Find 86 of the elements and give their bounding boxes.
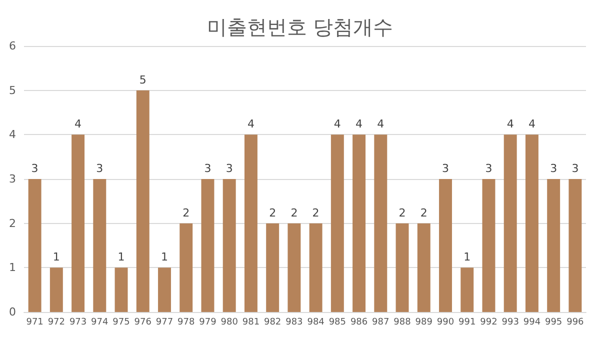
x-tick-label: 975	[112, 318, 130, 328]
data-label: 3	[204, 162, 212, 175]
bar	[158, 268, 171, 312]
x-tick-label: 972	[48, 318, 66, 328]
y-tick-label: 0	[9, 306, 16, 318]
data-label: 3	[572, 162, 579, 175]
bar	[568, 179, 582, 312]
bar	[482, 179, 496, 312]
data-label: 4	[528, 118, 536, 131]
data-label: 4	[356, 118, 363, 131]
bar	[72, 134, 85, 312]
y-tick-label: 6	[9, 40, 16, 52]
x-tick-label: 996	[566, 318, 584, 328]
x-tick-label: 988	[394, 318, 412, 328]
y-tick-label: 3	[9, 172, 16, 186]
x-tick-label: 985	[328, 318, 346, 328]
data-label: 4	[506, 118, 514, 131]
data-label: 2	[398, 206, 406, 220]
data-label: 4	[377, 118, 384, 131]
x-tick-label: 984	[307, 318, 325, 328]
bar	[439, 179, 452, 312]
y-tick-label: 2	[9, 216, 16, 230]
x-tick-label: 973	[69, 318, 87, 328]
bar	[114, 268, 128, 312]
x-tick-label: 979	[199, 318, 217, 328]
data-label: 4	[74, 118, 82, 131]
bar	[244, 134, 258, 312]
bar	[93, 179, 106, 312]
bar	[136, 90, 150, 312]
data-label: 4	[247, 118, 254, 131]
x-tick-label: 971	[26, 318, 44, 328]
x-tick-label: 994	[523, 318, 541, 328]
x-tick-label: 989	[415, 318, 433, 328]
data-label: 1	[464, 250, 471, 264]
data-label: 1	[161, 250, 168, 264]
y-tick-label: 4	[9, 128, 16, 142]
x-tick-label: 978	[178, 318, 195, 328]
bar	[309, 223, 322, 312]
x-tick-label: 986	[350, 318, 368, 328]
x-tick-label: 974	[91, 318, 109, 328]
y-tick-label: 1	[9, 261, 16, 274]
y-tick-label: 5	[9, 84, 16, 97]
data-label: 3	[31, 162, 38, 175]
x-tick-label: 990	[436, 318, 454, 328]
x-tick-label: 977	[156, 318, 174, 328]
data-label: 2	[290, 206, 298, 220]
bar	[547, 179, 560, 312]
bar	[460, 268, 474, 312]
data-label: 3	[485, 162, 492, 175]
data-label: 2	[269, 206, 276, 220]
bar	[28, 179, 42, 312]
data-label: 3	[226, 162, 233, 175]
data-label: 2	[182, 206, 190, 220]
bar	[266, 223, 280, 312]
data-label: 5	[139, 73, 146, 86]
x-tick-label: 983	[286, 318, 303, 328]
x-tick-label: 982	[264, 318, 282, 328]
bar	[525, 134, 538, 312]
x-tick-label: 987	[372, 318, 390, 328]
bar	[288, 223, 301, 312]
data-label: 1	[118, 250, 125, 264]
bar	[222, 179, 236, 312]
x-tick-label: 980	[220, 318, 238, 328]
data-label: 3	[442, 162, 449, 175]
data-label: 2	[420, 206, 428, 220]
data-label: 2	[312, 206, 320, 220]
bar	[201, 179, 214, 312]
bar	[330, 134, 344, 312]
bar	[374, 134, 388, 312]
x-tick-label: 993	[502, 318, 519, 328]
bar	[504, 134, 517, 312]
data-label: 3	[550, 162, 558, 175]
chart-title: 미출현번호 당첨개수	[206, 15, 394, 39]
data-label: 4	[334, 118, 341, 131]
x-tick-label: 995	[544, 318, 562, 328]
x-tick-label: 992	[480, 318, 498, 328]
x-tick-label: 981	[242, 318, 260, 328]
x-tick-label: 991	[458, 318, 476, 328]
bar	[50, 268, 63, 312]
x-tick-label: 976	[134, 318, 152, 328]
bar	[396, 223, 409, 312]
data-label: 3	[96, 162, 104, 175]
bar	[417, 223, 430, 312]
data-label: 1	[52, 250, 60, 264]
bar	[180, 223, 193, 312]
bar	[352, 134, 366, 312]
